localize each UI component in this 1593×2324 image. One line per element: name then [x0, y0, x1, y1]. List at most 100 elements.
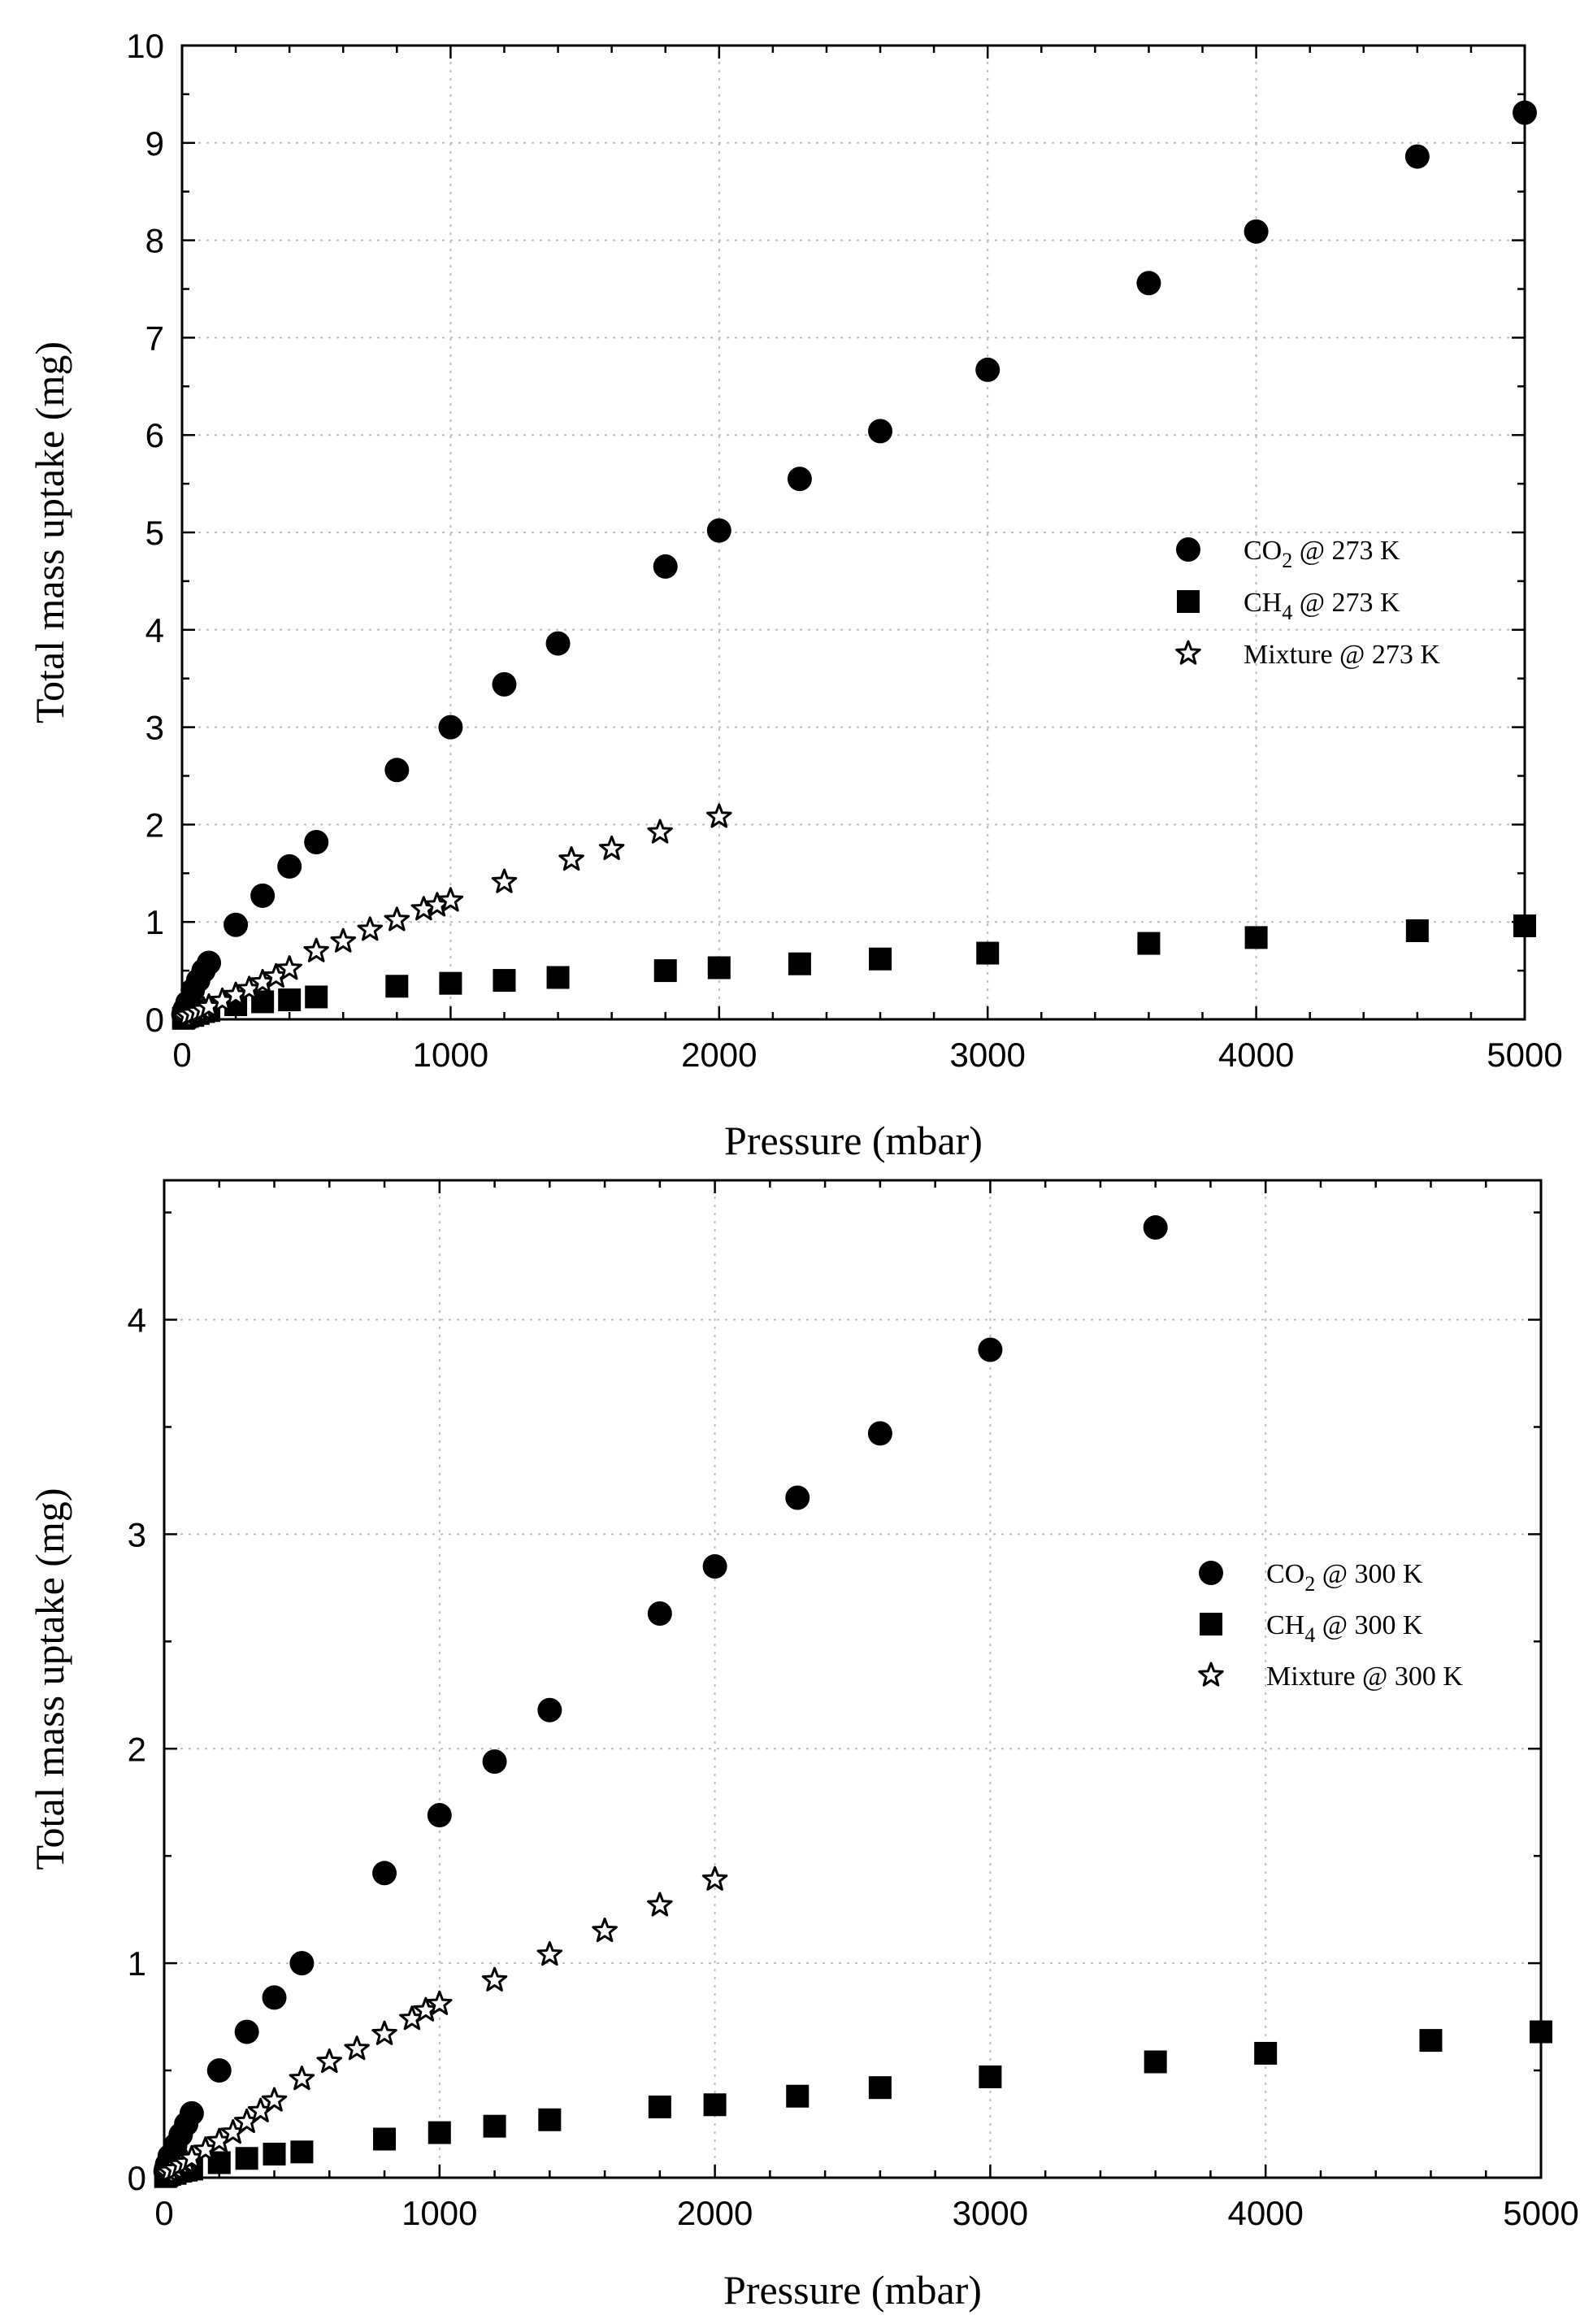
star-point — [481, 1966, 508, 1992]
square-point — [788, 952, 811, 975]
circle-point — [702, 1553, 727, 1579]
circle-point — [250, 883, 276, 908]
x-tick-label: 0 — [154, 2194, 173, 2232]
y-tick-label: 0 — [128, 2159, 146, 2197]
x-axis-title: Pressure (mbar) — [724, 1118, 983, 1163]
star-point — [289, 2066, 315, 2091]
star-point — [647, 819, 673, 844]
y-tick-label: 1 — [145, 903, 164, 941]
circle-point — [647, 1601, 672, 1627]
square-point — [385, 975, 409, 998]
square-point — [1144, 2050, 1167, 2074]
square-point — [979, 2065, 1002, 2088]
square-point — [703, 2093, 727, 2117]
star-point — [592, 1918, 618, 1943]
star-point — [701, 1866, 728, 1891]
legend-label-main: CH — [1244, 588, 1282, 618]
square-point — [1513, 914, 1536, 937]
star-point — [647, 1892, 673, 1917]
square-point — [546, 966, 570, 989]
star-point — [357, 916, 384, 941]
star-point — [427, 1990, 453, 2015]
legend-label-main: Mixture — [1266, 1662, 1356, 1692]
square-point — [493, 969, 516, 993]
square-point — [653, 959, 677, 983]
legend-square-marker — [1177, 590, 1200, 613]
legend-label: CH4 @ 300 K — [1266, 1610, 1423, 1647]
star-point — [598, 835, 625, 860]
chart-273k: 0 1000 2000 3000 4000 5000 0 1 2 3 4 5 6 7 8 9 10 Pressur… — [27, 27, 1563, 1163]
circle-point — [197, 950, 222, 975]
square-point — [868, 2076, 892, 2100]
circle-point — [304, 829, 329, 854]
y-tick-label: 3 — [128, 1515, 146, 1553]
x-tick-label: 3000 — [953, 2194, 1028, 2232]
circle-point — [206, 2058, 232, 2083]
square-point — [707, 956, 731, 980]
legend-label-rest: @ 273 K — [1333, 640, 1441, 670]
square-point — [538, 2108, 562, 2131]
circle-point — [438, 715, 463, 740]
y-tick-label: 0 — [145, 1001, 164, 1039]
square-point — [263, 2142, 286, 2165]
circle-point — [653, 554, 678, 579]
circle-point — [372, 1861, 397, 1886]
circle-point — [868, 419, 893, 444]
circle-point — [234, 2019, 259, 2044]
circle-point — [706, 518, 731, 543]
square-point — [648, 2095, 671, 2118]
plot-frame — [163, 1179, 1543, 2179]
legend-label-main: CO — [1266, 1559, 1304, 1589]
y-tick-label: 9 — [145, 124, 164, 163]
circle-point — [978, 1337, 1003, 1362]
y-axis-title: Total mass uptake (mg) — [27, 1488, 72, 1870]
circle-point — [1143, 1215, 1168, 1240]
star-point — [371, 2020, 397, 2045]
circle-point — [1404, 144, 1430, 169]
square-point — [235, 2147, 258, 2170]
legend-label-rest: @ 300 K — [1315, 1559, 1423, 1589]
circle-point — [262, 1985, 287, 2010]
square-point — [786, 2084, 810, 2108]
star-point — [706, 803, 732, 828]
legend-label-rest: @ 273 K — [1292, 588, 1400, 618]
square-point — [976, 941, 1000, 965]
legend-square-marker — [1200, 1613, 1222, 1635]
star-point — [276, 955, 302, 980]
legend-label-main: CO — [1244, 536, 1282, 566]
x-axis-title: Pressure (mbar) — [723, 2267, 982, 2313]
y-tick-label: 6 — [145, 416, 164, 454]
star-point — [491, 868, 518, 893]
legend: CO2 @ 300 K CH4 @ 300 K Mixture @ 300 K — [1198, 1559, 1464, 1692]
legend-circle-marker — [1199, 1561, 1223, 1585]
legend-star-marker — [1198, 1662, 1224, 1687]
square-point — [869, 947, 892, 971]
y-tick-label: 4 — [128, 1301, 146, 1340]
series-star — [154, 1866, 728, 2185]
x-tick-label: 5000 — [1503, 2194, 1578, 2232]
x-tick-label: 5000 — [1487, 1036, 1562, 1074]
star-point — [261, 2087, 288, 2112]
legend-label: CO2 @ 300 K — [1266, 1559, 1423, 1596]
circle-point — [179, 2100, 204, 2126]
square-point — [1254, 2041, 1278, 2065]
legend-label-rest: @ 300 K — [1356, 1662, 1464, 1692]
legend-label-rest: @ 300 K — [1315, 1610, 1423, 1640]
star-point — [558, 846, 584, 871]
circle-point — [277, 854, 302, 879]
x-tick-label: 0 — [172, 1036, 191, 1074]
circle-point — [427, 1803, 452, 1828]
y-tick-label: 2 — [128, 1730, 146, 1768]
circle-point — [537, 1697, 562, 1722]
circle-point — [1244, 219, 1269, 244]
circle-point — [1136, 271, 1161, 296]
legend-circle-marker — [1176, 537, 1200, 562]
chart-300k: 0 1000 2000 3000 4000 5000 0 1 2 3 4 Pressure (mbar… — [27, 1179, 1579, 2313]
x-tick-label: 2000 — [677, 2194, 753, 2232]
star-point — [437, 887, 464, 912]
legend-label-sub: 4 — [1282, 601, 1292, 624]
x-tick-label: 1000 — [413, 1036, 488, 1074]
legend-label-main: CH — [1266, 1610, 1304, 1640]
